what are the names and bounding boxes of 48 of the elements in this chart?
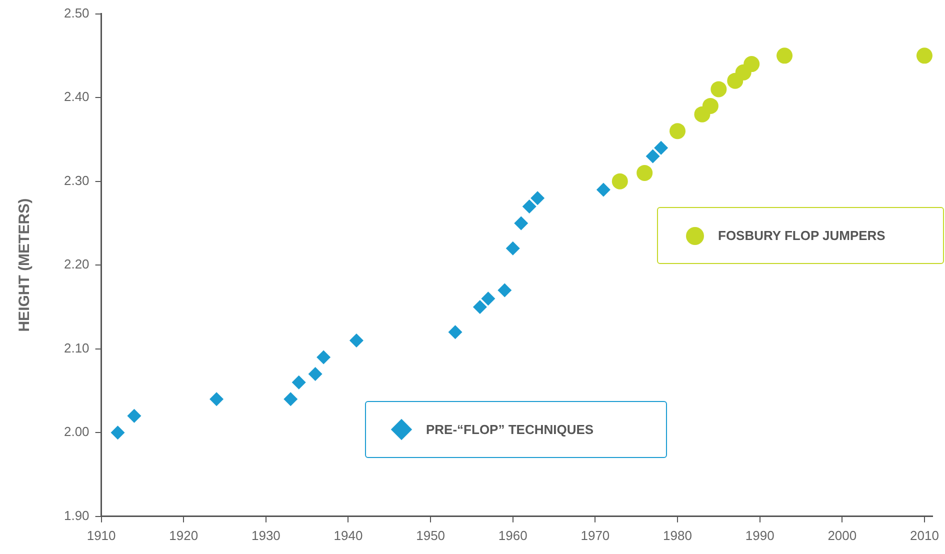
point: [506, 241, 520, 256]
point: [472, 300, 487, 314]
point: [710, 81, 727, 98]
y-tick-label: 2.20: [64, 256, 90, 272]
x-tick-label: 1960: [498, 528, 528, 543]
legend-label: FOSBURY FLOP JUMPERS: [718, 228, 886, 243]
point: [646, 149, 660, 164]
y-tick-label: 2.50: [64, 5, 90, 20]
x-tick-label: 1940: [334, 528, 363, 543]
point: [448, 325, 462, 340]
x-tick-label: 1970: [580, 528, 610, 543]
point: [636, 164, 653, 181]
x-tick-label: 1950: [416, 528, 446, 543]
point: [514, 216, 528, 230]
point: [744, 56, 760, 72]
point: [776, 48, 793, 64]
point: [612, 173, 628, 190]
x-tick-label: 1990: [745, 528, 774, 543]
y-axis-title: HEIGHT (METERS): [16, 198, 34, 332]
point: [670, 123, 686, 140]
x-tick-label: 1930: [251, 528, 280, 543]
point: [498, 283, 512, 298]
point: [702, 98, 718, 114]
x-tick-label: 1920: [169, 528, 198, 543]
y-tick-label: 1.90: [64, 508, 90, 523]
point: [349, 333, 364, 348]
point: [308, 366, 322, 381]
point: [284, 392, 298, 406]
y-tick-label: 2.30: [64, 172, 90, 188]
point: [596, 182, 610, 197]
x-tick-label: 2010: [910, 528, 939, 543]
point: [481, 292, 496, 306]
point: [530, 191, 545, 206]
point: [522, 199, 536, 214]
point: [654, 140, 668, 155]
x-tick-label: 1980: [663, 528, 692, 543]
point: [916, 48, 932, 64]
point: [292, 375, 306, 390]
x-tick-label: 1910: [86, 528, 116, 543]
point: [127, 408, 142, 423]
point: [210, 392, 224, 406]
x-tick-label: 2000: [828, 528, 857, 543]
legend-label: PRE-“FLOP” TECHNIQUES: [426, 422, 594, 437]
point: [316, 350, 331, 364]
y-tick-label: 2.40: [64, 89, 90, 104]
y-tick-label: 2.10: [64, 340, 90, 356]
point: [110, 426, 125, 440]
y-tick-label: 2.00: [64, 424, 90, 440]
